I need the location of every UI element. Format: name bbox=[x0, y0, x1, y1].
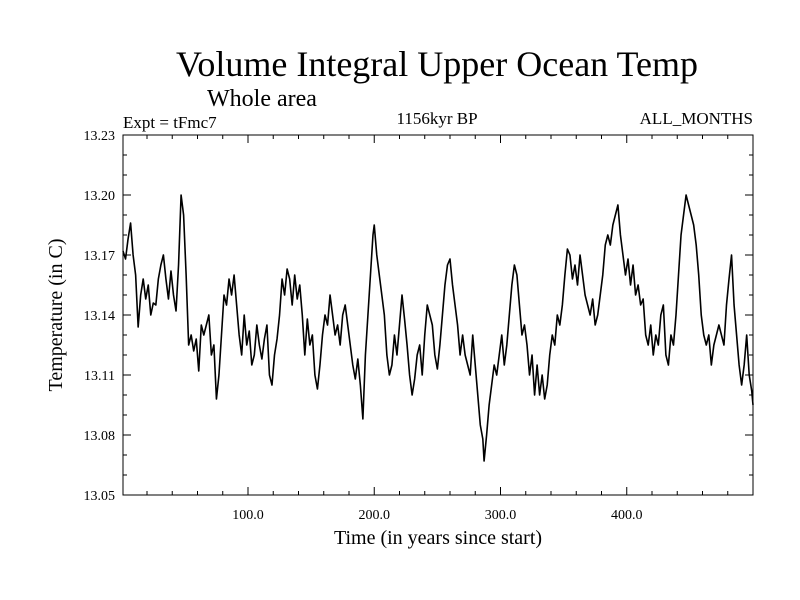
x-tick-label: 400.0 bbox=[611, 508, 643, 523]
months-label: ALL_MONTHS bbox=[640, 109, 753, 128]
plot-area-frame bbox=[122, 134, 754, 496]
series-line bbox=[122, 194, 754, 462]
y-tick-label: 13.14 bbox=[84, 309, 116, 324]
y-tick-label: 13.08 bbox=[84, 429, 116, 444]
y-tick-label: 13.20 bbox=[84, 189, 116, 204]
x-tick-label: 100.0 bbox=[232, 508, 264, 523]
y-tick-label: 13.23 bbox=[84, 129, 116, 144]
x-tick-label: 300.0 bbox=[485, 508, 517, 523]
y-tick-label: 13.11 bbox=[84, 369, 115, 384]
x-axis-label: Time (in years since start) bbox=[334, 527, 542, 549]
experiment-label: Expt = tFmc7 bbox=[123, 113, 217, 132]
y-tick-label: 13.17 bbox=[84, 249, 116, 264]
y-axis-label: Temperature (in C) bbox=[45, 239, 67, 392]
chart-title: Volume Integral Upper Ocean Temp bbox=[176, 44, 698, 84]
series-layer bbox=[122, 194, 754, 462]
x-tick-label: 200.0 bbox=[358, 508, 390, 523]
y-axis: 13.05 13.08 13.11 13.14 13.17 13.20 13.23 bbox=[84, 129, 753, 504]
x-axis: 100.0 200.0 300.0 400.0 bbox=[146, 135, 729, 523]
chart-subtitle: Whole area bbox=[207, 86, 317, 112]
period-label: 1156kyr BP bbox=[396, 109, 477, 128]
y-tick-label: 13.05 bbox=[84, 489, 116, 504]
